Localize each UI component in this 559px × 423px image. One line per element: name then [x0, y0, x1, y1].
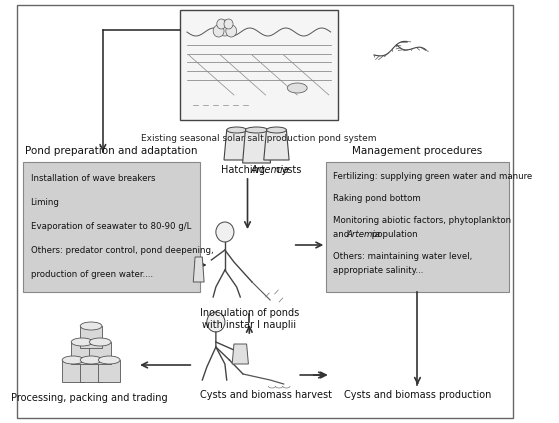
Polygon shape [193, 257, 204, 282]
Ellipse shape [98, 356, 120, 364]
Circle shape [216, 222, 234, 242]
Text: Artemia: Artemia [250, 165, 289, 175]
Text: Raking pond bottom: Raking pond bottom [333, 194, 421, 203]
Text: appropriate salinity...: appropriate salinity... [333, 266, 424, 275]
Bar [62, 360, 84, 382]
Text: Cysts and biomass production: Cysts and biomass production [344, 390, 491, 400]
Circle shape [217, 20, 232, 36]
Text: production of green water....: production of green water.... [31, 270, 153, 279]
Bar [98, 360, 120, 382]
Bar [80, 360, 102, 382]
Text: Artemia: Artemia [346, 230, 380, 239]
Text: Others: maintaining water level,: Others: maintaining water level, [333, 252, 473, 261]
Bar [80, 326, 102, 348]
Text: Others: predator control, pond deepening,: Others: predator control, pond deepening… [31, 246, 213, 255]
Text: cysts: cysts [273, 165, 301, 175]
Text: Pond preparation and adaptation: Pond preparation and adaptation [25, 146, 198, 156]
Text: Existing seasonal solar salt production pond system: Existing seasonal solar salt production … [141, 134, 377, 143]
Bar [326, 162, 509, 292]
Text: Processing, packing and trading: Processing, packing and trading [11, 393, 168, 403]
Text: Evaporation of seawater to 80-90 g/L: Evaporation of seawater to 80-90 g/L [31, 222, 191, 231]
Bar [179, 10, 338, 120]
Text: Monitoring abiotic factors, phytoplankton: Monitoring abiotic factors, phytoplankto… [333, 216, 511, 225]
Text: Fertilizing: supplying green water and manure: Fertilizing: supplying green water and m… [333, 172, 533, 181]
Bar [89, 342, 111, 364]
Ellipse shape [287, 83, 307, 93]
Ellipse shape [71, 338, 93, 346]
Bar [23, 162, 200, 292]
Polygon shape [264, 130, 289, 160]
Ellipse shape [80, 322, 102, 330]
Circle shape [217, 19, 226, 29]
Circle shape [213, 25, 224, 37]
Ellipse shape [227, 127, 247, 133]
Text: Cysts and biomass harvest: Cysts and biomass harvest [200, 390, 331, 400]
Ellipse shape [267, 127, 286, 133]
Ellipse shape [62, 356, 84, 364]
Bar [71, 342, 93, 364]
Text: Installation of wave breakers: Installation of wave breakers [31, 174, 155, 183]
Text: Liming: Liming [31, 198, 59, 207]
Circle shape [207, 312, 225, 332]
Polygon shape [243, 130, 271, 163]
Circle shape [224, 19, 233, 29]
Text: Management procedures: Management procedures [352, 146, 482, 156]
Polygon shape [232, 344, 248, 364]
Ellipse shape [89, 338, 111, 346]
Text: Hatching: Hatching [221, 165, 268, 175]
Circle shape [226, 25, 236, 37]
Polygon shape [224, 130, 249, 160]
Text: population: population [369, 230, 418, 239]
Ellipse shape [80, 356, 102, 364]
Text: and: and [333, 230, 352, 239]
Text: Inoculation of ponds
with instar I nauplii: Inoculation of ponds with instar I naupl… [200, 308, 299, 330]
Ellipse shape [245, 127, 268, 133]
